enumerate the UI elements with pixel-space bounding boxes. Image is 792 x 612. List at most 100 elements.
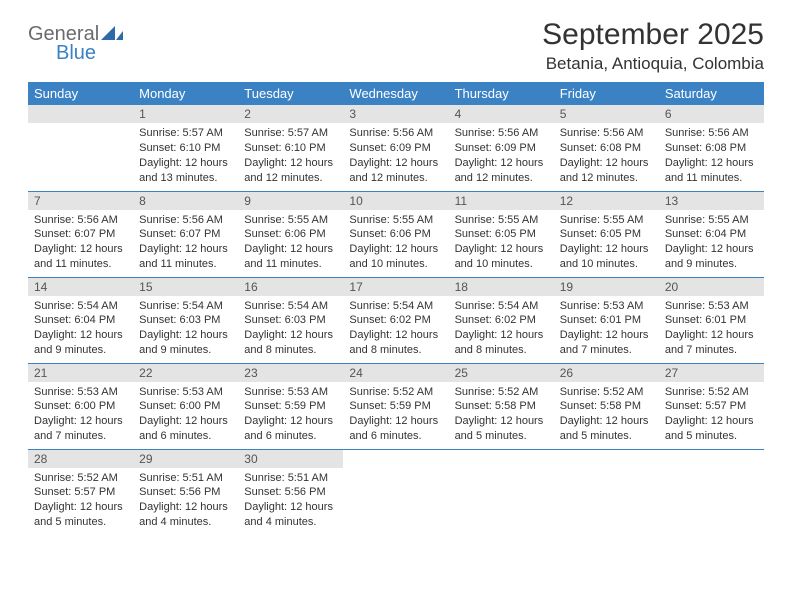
sunrise-line: Sunrise: 5:53 AM bbox=[244, 385, 337, 400]
calendar-header-row: SundayMondayTuesdayWednesdayThursdayFrid… bbox=[28, 82, 764, 105]
calendar-cell: 21Sunrise: 5:53 AMSunset: 6:00 PMDayligh… bbox=[28, 363, 133, 449]
sunrise-line: Sunrise: 5:52 AM bbox=[665, 385, 758, 400]
daylight-line: Daylight: 12 hours and 7 minutes. bbox=[665, 328, 758, 358]
sunrise-line: Sunrise: 5:54 AM bbox=[139, 299, 232, 314]
sunset-line: Sunset: 6:07 PM bbox=[34, 227, 127, 242]
sunrise-line: Sunrise: 5:55 AM bbox=[455, 213, 548, 228]
sunset-line: Sunset: 6:08 PM bbox=[560, 141, 653, 156]
daylight-line: Daylight: 12 hours and 12 minutes. bbox=[349, 156, 442, 186]
day-content: Sunrise: 5:54 AMSunset: 6:02 PMDaylight:… bbox=[449, 296, 554, 362]
day-number: 11 bbox=[449, 192, 554, 210]
calendar-cell: 19Sunrise: 5:53 AMSunset: 6:01 PMDayligh… bbox=[554, 277, 659, 363]
brand-word-blue: Blue bbox=[56, 43, 123, 63]
sunset-line: Sunset: 6:01 PM bbox=[665, 313, 758, 328]
day-content: Sunrise: 5:55 AMSunset: 6:05 PMDaylight:… bbox=[554, 210, 659, 276]
day-number bbox=[28, 105, 133, 123]
day-content: Sunrise: 5:57 AMSunset: 6:10 PMDaylight:… bbox=[133, 123, 238, 189]
calendar-cell bbox=[28, 105, 133, 191]
day-number: 2 bbox=[238, 105, 343, 123]
daylight-line: Daylight: 12 hours and 8 minutes. bbox=[349, 328, 442, 358]
day-content: Sunrise: 5:57 AMSunset: 6:10 PMDaylight:… bbox=[238, 123, 343, 189]
daylight-line: Daylight: 12 hours and 8 minutes. bbox=[455, 328, 548, 358]
day-content: Sunrise: 5:51 AMSunset: 5:56 PMDaylight:… bbox=[133, 468, 238, 534]
daylight-line: Daylight: 12 hours and 12 minutes. bbox=[244, 156, 337, 186]
sunset-line: Sunset: 6:10 PM bbox=[244, 141, 337, 156]
calendar-cell: 26Sunrise: 5:52 AMSunset: 5:58 PMDayligh… bbox=[554, 363, 659, 449]
sunset-line: Sunset: 6:03 PM bbox=[244, 313, 337, 328]
calendar-cell bbox=[343, 449, 448, 535]
calendar-cell: 14Sunrise: 5:54 AMSunset: 6:04 PMDayligh… bbox=[28, 277, 133, 363]
day-content: Sunrise: 5:52 AMSunset: 5:58 PMDaylight:… bbox=[554, 382, 659, 448]
day-number: 4 bbox=[449, 105, 554, 123]
location-subtitle: Betania, Antioquia, Colombia bbox=[542, 54, 764, 74]
day-number: 23 bbox=[238, 364, 343, 382]
day-content: Sunrise: 5:52 AMSunset: 5:58 PMDaylight:… bbox=[449, 382, 554, 448]
day-content: Sunrise: 5:56 AMSunset: 6:08 PMDaylight:… bbox=[554, 123, 659, 189]
daylight-line: Daylight: 12 hours and 6 minutes. bbox=[349, 414, 442, 444]
calendar-cell: 27Sunrise: 5:52 AMSunset: 5:57 PMDayligh… bbox=[659, 363, 764, 449]
day-number: 19 bbox=[554, 278, 659, 296]
sunrise-line: Sunrise: 5:55 AM bbox=[349, 213, 442, 228]
sunrise-line: Sunrise: 5:57 AM bbox=[139, 126, 232, 141]
sunrise-line: Sunrise: 5:51 AM bbox=[139, 471, 232, 486]
brand-sail-icon bbox=[101, 24, 123, 45]
day-number: 15 bbox=[133, 278, 238, 296]
day-content: Sunrise: 5:56 AMSunset: 6:07 PMDaylight:… bbox=[28, 210, 133, 276]
sunrise-line: Sunrise: 5:51 AM bbox=[244, 471, 337, 486]
weekday-header: Sunday bbox=[28, 82, 133, 105]
calendar-row: 1Sunrise: 5:57 AMSunset: 6:10 PMDaylight… bbox=[28, 105, 764, 191]
daylight-line: Daylight: 12 hours and 5 minutes. bbox=[34, 500, 127, 530]
day-number: 8 bbox=[133, 192, 238, 210]
day-number: 7 bbox=[28, 192, 133, 210]
day-content: Sunrise: 5:52 AMSunset: 5:57 PMDaylight:… bbox=[659, 382, 764, 448]
calendar-cell: 29Sunrise: 5:51 AMSunset: 5:56 PMDayligh… bbox=[133, 449, 238, 535]
day-content: Sunrise: 5:56 AMSunset: 6:08 PMDaylight:… bbox=[659, 123, 764, 189]
sunset-line: Sunset: 6:02 PM bbox=[455, 313, 548, 328]
calendar-cell: 22Sunrise: 5:53 AMSunset: 6:00 PMDayligh… bbox=[133, 363, 238, 449]
brand-text: General Blue bbox=[28, 24, 123, 63]
day-number: 24 bbox=[343, 364, 448, 382]
daylight-line: Daylight: 12 hours and 11 minutes. bbox=[665, 156, 758, 186]
calendar-cell: 4Sunrise: 5:56 AMSunset: 6:09 PMDaylight… bbox=[449, 105, 554, 191]
sunrise-line: Sunrise: 5:56 AM bbox=[455, 126, 548, 141]
sunset-line: Sunset: 6:04 PM bbox=[665, 227, 758, 242]
day-number: 27 bbox=[659, 364, 764, 382]
sunrise-line: Sunrise: 5:52 AM bbox=[455, 385, 548, 400]
sunset-line: Sunset: 6:09 PM bbox=[455, 141, 548, 156]
calendar-cell: 9Sunrise: 5:55 AMSunset: 6:06 PMDaylight… bbox=[238, 191, 343, 277]
day-content: Sunrise: 5:56 AMSunset: 6:07 PMDaylight:… bbox=[133, 210, 238, 276]
sunset-line: Sunset: 6:10 PM bbox=[139, 141, 232, 156]
daylight-line: Daylight: 12 hours and 11 minutes. bbox=[244, 242, 337, 272]
day-number: 14 bbox=[28, 278, 133, 296]
day-content: Sunrise: 5:54 AMSunset: 6:04 PMDaylight:… bbox=[28, 296, 133, 362]
calendar-cell: 17Sunrise: 5:54 AMSunset: 6:02 PMDayligh… bbox=[343, 277, 448, 363]
daylight-line: Daylight: 12 hours and 9 minutes. bbox=[34, 328, 127, 358]
day-number: 13 bbox=[659, 192, 764, 210]
day-number: 18 bbox=[449, 278, 554, 296]
day-number: 29 bbox=[133, 450, 238, 468]
daylight-line: Daylight: 12 hours and 11 minutes. bbox=[139, 242, 232, 272]
daylight-line: Daylight: 12 hours and 10 minutes. bbox=[560, 242, 653, 272]
sunrise-line: Sunrise: 5:54 AM bbox=[349, 299, 442, 314]
sunrise-line: Sunrise: 5:53 AM bbox=[139, 385, 232, 400]
calendar-row: 14Sunrise: 5:54 AMSunset: 6:04 PMDayligh… bbox=[28, 277, 764, 363]
calendar-cell: 12Sunrise: 5:55 AMSunset: 6:05 PMDayligh… bbox=[554, 191, 659, 277]
day-number: 5 bbox=[554, 105, 659, 123]
daylight-line: Daylight: 12 hours and 6 minutes. bbox=[139, 414, 232, 444]
sunset-line: Sunset: 5:58 PM bbox=[455, 399, 548, 414]
calendar-cell: 15Sunrise: 5:54 AMSunset: 6:03 PMDayligh… bbox=[133, 277, 238, 363]
calendar-cell: 30Sunrise: 5:51 AMSunset: 5:56 PMDayligh… bbox=[238, 449, 343, 535]
sunset-line: Sunset: 6:06 PM bbox=[349, 227, 442, 242]
daylight-line: Daylight: 12 hours and 4 minutes. bbox=[244, 500, 337, 530]
day-number: 22 bbox=[133, 364, 238, 382]
day-content: Sunrise: 5:55 AMSunset: 6:05 PMDaylight:… bbox=[449, 210, 554, 276]
day-content: Sunrise: 5:56 AMSunset: 6:09 PMDaylight:… bbox=[343, 123, 448, 189]
day-number: 28 bbox=[28, 450, 133, 468]
calendar-cell: 5Sunrise: 5:56 AMSunset: 6:08 PMDaylight… bbox=[554, 105, 659, 191]
sunset-line: Sunset: 5:59 PM bbox=[244, 399, 337, 414]
sunset-line: Sunset: 5:56 PM bbox=[139, 485, 232, 500]
calendar-cell: 28Sunrise: 5:52 AMSunset: 5:57 PMDayligh… bbox=[28, 449, 133, 535]
day-number: 10 bbox=[343, 192, 448, 210]
sunrise-line: Sunrise: 5:56 AM bbox=[349, 126, 442, 141]
daylight-line: Daylight: 12 hours and 6 minutes. bbox=[244, 414, 337, 444]
